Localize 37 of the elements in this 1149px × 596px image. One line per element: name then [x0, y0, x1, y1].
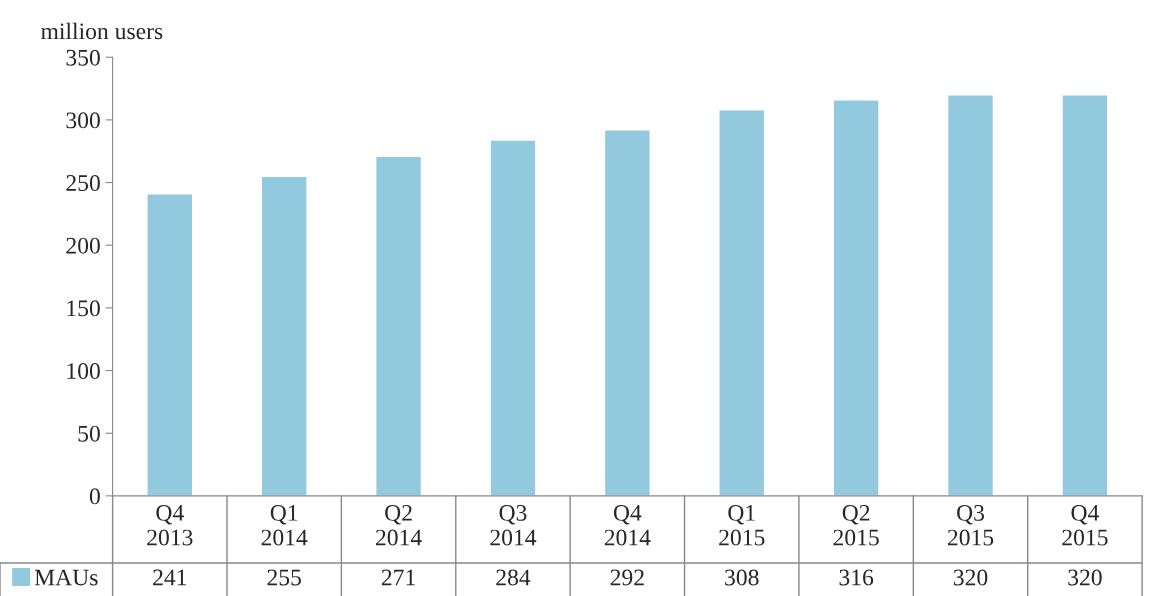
bar	[946, 94, 995, 496]
data-label: 241	[153, 569, 187, 586]
y-tick-label: 0	[89, 488, 100, 505]
x-tick-label: Q3 2014	[490, 504, 537, 546]
y-tick-label: 300	[66, 112, 100, 129]
y-tick-label: 250	[66, 175, 100, 191]
data-label: 308	[725, 569, 759, 586]
data-label: 292	[610, 569, 644, 586]
data-label: 271	[381, 569, 415, 586]
data-label: 316	[839, 569, 874, 586]
legend-label: MAUs	[34, 569, 98, 586]
y-tick-label: 150	[67, 300, 100, 317]
bar	[1061, 94, 1109, 496]
data-label: 320	[953, 569, 988, 586]
bar	[260, 175, 308, 496]
bar	[832, 99, 880, 496]
bar	[146, 193, 194, 496]
bar	[489, 139, 537, 496]
x-tick-label: Q2 2014	[376, 504, 422, 546]
y-tick-label: 350	[66, 49, 100, 66]
x-tick-label: Q1 2014	[261, 504, 308, 546]
x-tick-label: Q3 2015	[947, 504, 994, 546]
y-tick-label: 100	[67, 363, 100, 379]
data-label: 284	[496, 569, 531, 586]
x-tick-label: Q2 2015	[833, 504, 879, 546]
x-tick-label: Q4 2015	[1062, 504, 1108, 546]
y-axis-title: million users	[41, 22, 163, 40]
y-tick-label: 200	[66, 237, 100, 254]
bar	[603, 129, 651, 496]
bar	[375, 155, 423, 496]
y-tick-label: 50	[78, 425, 100, 442]
bar	[718, 109, 766, 496]
x-tick-label: Q4 2013	[147, 504, 193, 546]
x-tick-label: Q4 2014	[604, 504, 651, 546]
data-label: 320	[1068, 569, 1102, 586]
data-label: 255	[267, 569, 301, 586]
x-tick-label: Q1 2015	[719, 504, 765, 546]
